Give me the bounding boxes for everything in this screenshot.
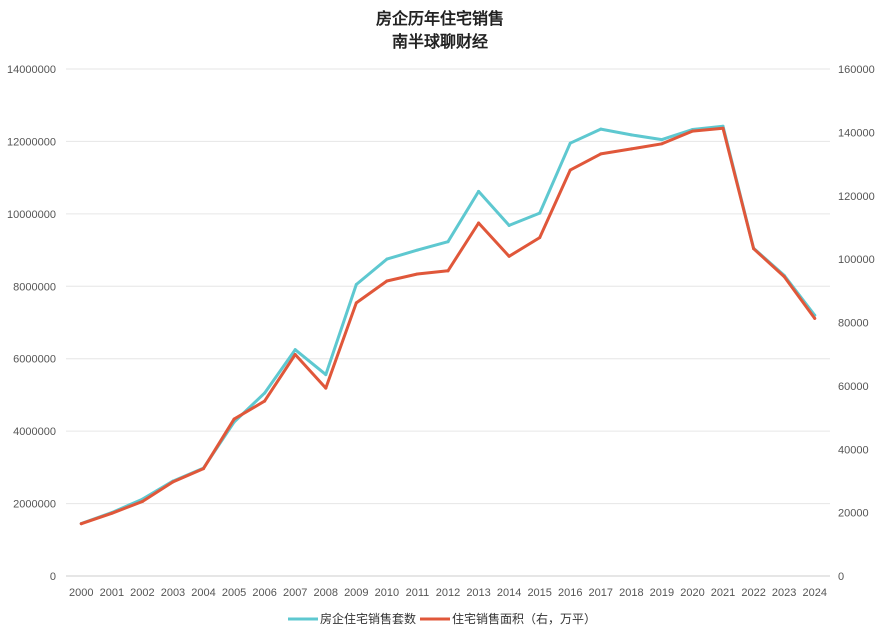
data-point	[690, 129, 694, 133]
data-point	[813, 316, 817, 320]
legend-label-2: 住宅销售面积（右，万平）	[452, 611, 596, 626]
x-tick-label: 2023	[772, 587, 796, 599]
x-tick-label: 2015	[527, 587, 551, 599]
x-tick-label: 2021	[711, 587, 735, 599]
data-point	[538, 211, 542, 215]
data-point	[599, 127, 603, 131]
x-tick-label: 2014	[497, 587, 521, 599]
data-point	[354, 301, 358, 305]
data-point	[507, 223, 511, 227]
x-tick-label: 2001	[100, 587, 124, 599]
data-point	[538, 236, 542, 240]
data-point	[415, 272, 419, 276]
right-tick-label: 20000	[838, 508, 869, 520]
data-point	[110, 511, 114, 515]
x-tick-label: 2020	[680, 587, 704, 599]
x-tick-label: 2000	[69, 587, 93, 599]
series-line-1	[79, 124, 817, 525]
data-point	[171, 480, 175, 484]
legend: 房企住宅销售套数 住宅销售面积（右，万平）	[288, 611, 596, 626]
data-point	[752, 247, 756, 251]
chart-subtitle: 南半球聊财经	[392, 32, 488, 51]
right-tick-label: 80000	[838, 318, 869, 330]
right-tick-label: 160000	[838, 64, 875, 76]
data-point	[477, 189, 481, 193]
right-tick-label: 140000	[838, 127, 875, 139]
x-tick-label: 2024	[802, 587, 826, 599]
left-tick-label: 4000000	[13, 426, 56, 438]
data-point	[354, 282, 358, 286]
left-tick-label: 0	[50, 571, 56, 583]
x-tick-label: 2002	[130, 587, 154, 599]
data-point	[324, 386, 328, 390]
data-point	[507, 254, 511, 258]
x-tick-label: 2003	[161, 587, 185, 599]
x-tick-label: 2016	[558, 587, 582, 599]
x-tick-label: 2022	[741, 587, 765, 599]
x-axis-ticks: 2000 2001 2002 2003 2004 2005 2006 2007 2008 2009…	[69, 587, 827, 599]
data-point	[568, 168, 572, 172]
x-tick-label: 2011	[406, 587, 430, 599]
data-point	[415, 248, 419, 252]
x-tick-label: 2009	[344, 587, 368, 599]
data-point	[293, 348, 297, 352]
left-tick-label: 6000000	[13, 354, 56, 366]
series-line-2	[79, 126, 817, 526]
series-lines	[79, 124, 817, 526]
right-tick-label: 40000	[838, 444, 869, 456]
right-tick-label: 0	[838, 571, 844, 583]
legend-label-1: 房企住宅销售套数	[320, 611, 416, 626]
data-point	[446, 269, 450, 273]
data-point	[263, 391, 267, 395]
data-point	[629, 133, 633, 137]
right-tick-label: 120000	[838, 191, 875, 203]
data-point	[629, 147, 633, 151]
data-point	[660, 142, 664, 146]
data-point	[477, 221, 481, 225]
data-point	[385, 279, 389, 283]
left-tick-label: 14000000	[7, 64, 56, 76]
x-tick-label: 2007	[283, 587, 307, 599]
right-tick-label: 100000	[838, 254, 875, 266]
data-point	[79, 522, 83, 526]
x-tick-label: 2005	[222, 587, 246, 599]
left-tick-label: 12000000	[7, 136, 56, 148]
x-tick-label: 2018	[619, 587, 643, 599]
data-point	[385, 257, 389, 261]
x-tick-label: 2010	[375, 587, 399, 599]
x-tick-label: 2019	[650, 587, 674, 599]
left-tick-label: 2000000	[13, 499, 56, 511]
data-point	[263, 399, 267, 403]
data-point	[324, 373, 328, 377]
data-point	[568, 141, 572, 145]
left-axis-ticks: 0 2000000 4000000 6000000 8000000 10000000 120…	[7, 64, 56, 583]
data-point	[660, 138, 664, 142]
data-point	[782, 275, 786, 279]
x-tick-label: 2006	[252, 587, 276, 599]
chart-title: 房企历年住宅销售	[376, 9, 504, 28]
data-point	[202, 467, 206, 471]
data-point	[232, 417, 236, 421]
x-tick-label: 2013	[466, 587, 490, 599]
data-point	[599, 152, 603, 156]
x-tick-label: 2008	[314, 587, 338, 599]
data-point	[446, 240, 450, 244]
right-axis-ticks: 0 20000 40000 60000 80000 100000 120000 140000 1…	[838, 64, 875, 583]
x-tick-label: 2004	[191, 587, 215, 599]
left-tick-label: 10000000	[7, 209, 56, 221]
x-tick-label: 2017	[589, 587, 613, 599]
data-point	[293, 353, 297, 357]
right-tick-label: 60000	[838, 381, 869, 393]
data-point	[721, 126, 725, 130]
left-tick-label: 8000000	[13, 281, 56, 293]
gridlines	[66, 68, 830, 577]
x-tick-label: 2012	[436, 587, 460, 599]
data-point	[140, 500, 144, 504]
